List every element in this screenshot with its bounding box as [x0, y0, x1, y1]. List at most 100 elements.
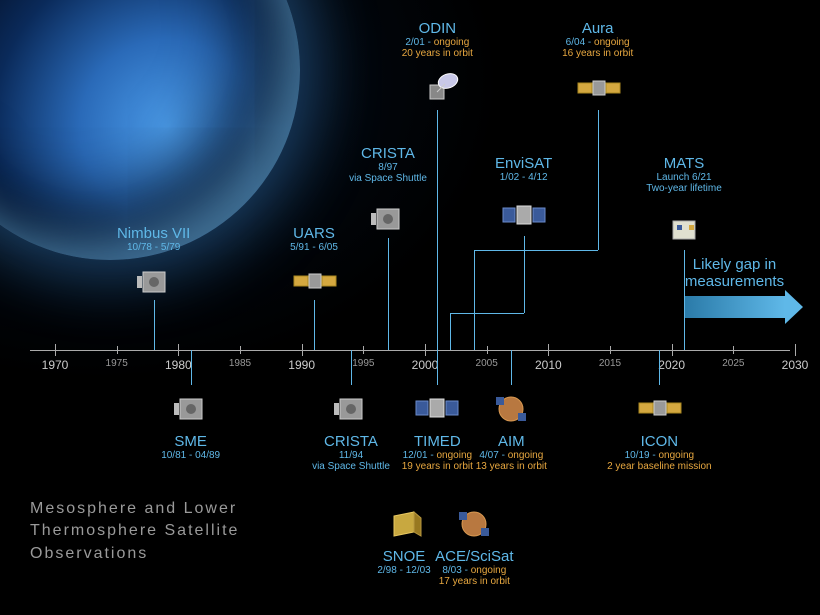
connector-envisat-v1 [524, 236, 525, 313]
tick-2000 [425, 344, 426, 356]
satellite-icon [659, 209, 709, 249]
mission-name: Aura [533, 20, 663, 37]
connector-sme [191, 350, 192, 385]
tick-label-2015: 2015 [599, 358, 621, 369]
mission-dates: 8/97 [323, 162, 453, 173]
axis-line [30, 350, 790, 351]
tick-1970 [55, 344, 56, 356]
tick-label-1985: 1985 [229, 358, 251, 369]
mission-envisat: EnviSAT1/02 - 4/12 [459, 155, 589, 183]
tick-2005 [487, 346, 488, 354]
mission-name: AIM [446, 433, 576, 450]
mission-dates: 6/04 - ongoing [533, 37, 663, 48]
mission-note: 13 years in orbit [446, 461, 576, 472]
gap-label: Likely gap in [684, 256, 785, 273]
connector-envisat-h [450, 313, 524, 314]
connector-envisat-v2 [450, 313, 451, 350]
title-line-3: Observations [30, 543, 239, 565]
gap-arrow-body [684, 296, 785, 318]
mission-name: MATS [619, 155, 749, 172]
tick-label-2000: 2000 [412, 358, 439, 372]
tick-2030 [795, 344, 796, 356]
mission-dates: 8/03 - ongoing [409, 565, 539, 576]
satellite-icon [486, 389, 536, 429]
tick-label-1980: 1980 [165, 358, 192, 372]
earth-backdrop [0, 0, 300, 260]
mission-odin: ODIN2/01 - ongoing20 years in orbit [372, 20, 502, 59]
tick-2020 [672, 344, 673, 356]
mission-note: 17 years in orbit [409, 576, 539, 587]
mission-note: via Space Shuttle [323, 173, 453, 184]
mission-dates: Launch 6/21 [619, 172, 749, 183]
mission-note: 2 year baseline mission [594, 461, 724, 472]
connector-aura-v2 [474, 250, 475, 350]
tick-2010 [548, 344, 549, 356]
tick-2015 [610, 346, 611, 354]
satellite-icon [129, 262, 179, 302]
tick-label-2030: 2030 [782, 358, 809, 372]
tick-1995 [363, 346, 364, 354]
tick-label-1990: 1990 [288, 358, 315, 372]
mission-note: 16 years in orbit [533, 48, 663, 59]
mission-name: ICON [594, 433, 724, 450]
mission-nimbus: Nimbus VII10/78 - 5/79 [89, 225, 219, 253]
satellite-icon [326, 389, 376, 429]
tick-label-1975: 1975 [106, 358, 128, 369]
mission-name: Nimbus VII [89, 225, 219, 242]
connector-aura-v1 [598, 110, 599, 250]
mission-dates: 10/19 - ongoing [594, 450, 724, 461]
mission-note: 20 years in orbit [372, 48, 502, 59]
satellite-icon [166, 389, 216, 429]
tick-label-1995: 1995 [352, 358, 374, 369]
satellite-icon [499, 196, 549, 236]
satellite-icon [634, 389, 684, 429]
gap-arrow: Likely gap in measurements [684, 256, 785, 318]
mission-dates: 5/91 - 6/05 [249, 242, 379, 253]
title-line-2: Thermosphere Satellite [30, 520, 239, 542]
mission-name: EnviSAT [459, 155, 589, 172]
tick-2025 [733, 346, 734, 354]
timeline-axis: 1970 1975 1980 1985 1990 1995 2000 2005 2010 2015… [0, 340, 820, 380]
mission-dates: 2/01 - ongoing [372, 37, 502, 48]
mission-ace: ACE/SciSat8/03 - ongoing17 years in orbi… [409, 500, 539, 587]
connector-mats [684, 250, 685, 350]
connector-aura-h [474, 250, 597, 251]
mission-uars: UARS5/91 - 6/05 [249, 225, 379, 253]
mission-name: UARS [249, 225, 379, 242]
mission-icon: ICON10/19 - ongoing2 year baseline missi… [594, 385, 724, 472]
tick-label-1970: 1970 [42, 358, 69, 372]
mission-dates: 4/07 - ongoing [446, 450, 576, 461]
tick-1990 [302, 344, 303, 356]
connector-nimbus [154, 300, 155, 350]
connector-uars [314, 300, 315, 350]
mission-aim: AIM4/07 - ongoing13 years in orbit [446, 385, 576, 472]
connector-timed [437, 350, 438, 385]
mission-dates: 10/78 - 5/79 [89, 242, 219, 253]
tick-label-2020: 2020 [658, 358, 685, 372]
mission-mats: MATSLaunch 6/21Two-year lifetime [619, 155, 749, 194]
satellite-icon [412, 69, 462, 109]
connector-crista1 [388, 238, 389, 350]
infographic-title: Mesosphere and Lower Thermosphere Satell… [30, 498, 239, 565]
mission-dates: 1/02 - 4/12 [459, 172, 589, 183]
mission-name: ACE/SciSat [409, 548, 539, 565]
tick-1980 [178, 344, 179, 356]
connector-odin [437, 110, 438, 350]
connector-icon [659, 350, 660, 385]
satellite-icon [573, 69, 623, 109]
mission-dates: 10/81 - 04/89 [126, 450, 256, 461]
mission-note: Two-year lifetime [619, 183, 749, 194]
tick-label-2005: 2005 [476, 358, 498, 369]
mission-sme: SME10/81 - 04/89 [126, 385, 256, 461]
tick-1975 [117, 346, 118, 354]
mission-aura: Aura6/04 - ongoing16 years in orbit [533, 20, 663, 59]
satellite-icon [289, 262, 339, 302]
connector-aim [511, 350, 512, 385]
title-line-1: Mesosphere and Lower [30, 498, 239, 520]
tick-label-2010: 2010 [535, 358, 562, 372]
mission-name: ODIN [372, 20, 502, 37]
satellite-icon [449, 504, 499, 544]
mission-name: CRISTA [323, 145, 453, 162]
mission-name: SME [126, 433, 256, 450]
tick-1985 [240, 346, 241, 354]
